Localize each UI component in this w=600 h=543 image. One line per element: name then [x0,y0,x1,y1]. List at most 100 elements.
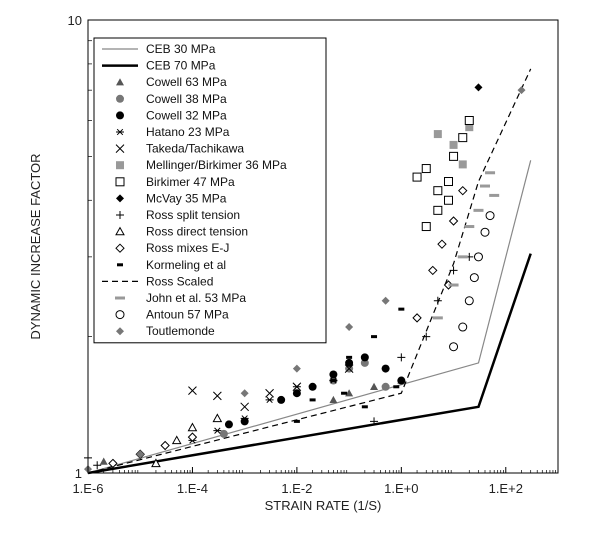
data-point-ross-direct-tension [212,413,223,423]
data-point-birkimer-47-mpa [464,115,474,125]
legend-box [93,37,327,344]
data-point-cowell-38-mpa [381,382,390,391]
data-point-mcvay-35-mpa [474,83,483,92]
legend-swatch-ross-split-tension [116,211,124,219]
data-point-cowell-63-mpa [329,395,338,404]
points-layer [84,83,526,474]
legend-label-antoun-57-mpa: Antoun 57 MPa [146,308,229,322]
data-point-ross-direct-tension [171,435,182,445]
legend-swatch-takeda-tachikawa [115,144,125,153]
data-point-cowell-32-mpa [360,353,369,362]
series-antoun-57-mpa [449,211,495,352]
data-point-toutlemonde [381,296,390,305]
series-john-et-al-53-mpa [432,171,500,320]
legend-swatch-kormeling-et-al [117,263,123,267]
data-point-ross-mixes-e-j [108,458,118,469]
data-point-cowell-63-mpa [370,382,379,390]
legend-label-cowell-63-mpa: Cowell 63 MPa [146,75,227,89]
series-cowell-63-mpa [99,376,406,465]
data-point-birkimer-47-mpa [449,151,459,161]
series-line-ceb-30-mpa [87,160,532,474]
data-point-ross-mixes-e-j [437,239,447,249]
x-tick-label: 1.E+0 [384,481,418,496]
data-point-cowell-63-mpa [99,457,108,465]
plot-frame [87,19,559,474]
legend-swatch-john-et-al-53-mpa [115,296,125,300]
y-tick-label: 10 [68,13,82,28]
data-point-ross-split-tension [93,461,102,470]
data-point-birkimer-47-mpa [421,222,431,232]
data-point-john-et-al-53-mpa [457,255,468,259]
legend-label-takeda-tachikawa: Takeda/Tachikawa [146,142,244,156]
data-point-kormeling-et-al [341,391,348,395]
legend-swatch-birkimer-47-mpa [115,177,125,187]
data-point-takeda-tachikawa [240,402,250,412]
data-point-john-et-al-53-mpa [464,225,475,229]
series-takeda-tachikawa [188,364,354,412]
series-line-ross-scaled [87,68,532,474]
data-point-toutlemonde [136,450,145,459]
data-point-antoun-57-mpa [480,227,490,237]
x-tick-label: 1.E+2 [489,481,523,496]
data-point-takeda-tachikawa [292,382,302,392]
x-axis-title: STRAIN RATE (1/S) [265,498,382,513]
data-point-cowell-32-mpa [345,358,354,367]
legend-swatch-mellinger-birkimer-36-mpa [116,161,124,170]
data-point-birkimer-47-mpa [412,172,422,182]
data-point-takeda-tachikawa [213,391,222,401]
data-point-kormeling-et-al [330,379,337,383]
data-point-kormeling-et-al [293,419,300,423]
legend-swatch-toutlemonde [116,327,124,336]
data-point-kormeling-et-al [346,355,353,359]
series-mellinger-birkimer-36-mpa [433,123,474,169]
series-kormeling-et-al [293,307,405,423]
data-point-mellinger-birkimer-36-mpa [449,140,458,149]
data-point-toutlemonde [517,86,526,95]
data-point-john-et-al-53-mpa [473,208,484,212]
data-point-birkimer-47-mpa [433,186,443,196]
data-point-kormeling-et-al [398,307,405,311]
series-line-ceb-70-mpa [87,253,532,475]
data-point-ross-split-tension [422,332,431,341]
data-point-kormeling-et-al [382,367,389,371]
data-point-ross-split-tension [433,296,442,305]
data-point-kormeling-et-al [393,385,400,389]
legend-label-cowell-38-mpa: Cowell 38 MPa [146,92,227,106]
legend-label-ross-split-tension: Ross split tension [146,208,240,222]
data-point-antoun-57-mpa [449,342,459,352]
data-point-cowell-32-mpa [329,370,338,379]
data-point-ross-split-tension [449,266,458,275]
series-toutlemonde [84,86,526,474]
data-point-antoun-57-mpa [464,296,474,306]
data-point-ross-direct-tension [151,458,161,468]
legend-label-cowell-32-mpa: Cowell 32 MPa [146,108,227,122]
legend-swatch-cowell-38-mpa [116,94,124,103]
data-point-birkimer-47-mpa [458,133,468,143]
legend-swatch-antoun-57-mpa [115,310,125,320]
legend: CEB 30 MPa CEB 70 MPa Cowell 63 MPa Cowell … [93,37,327,344]
data-point-kormeling-et-al [309,398,316,402]
legend-label-ross-scaled: Ross Scaled [146,274,213,288]
data-point-cowell-32-mpa [397,376,406,385]
data-point-john-et-al-53-mpa [448,283,459,287]
legend-label-ceb-70-mpa: CEB 70 MPa [146,59,216,73]
data-point-kormeling-et-al [371,335,378,339]
data-point-takeda-tachikawa [265,388,274,398]
data-point-cowell-38-mpa [219,429,228,438]
data-point-toutlemonde [240,389,249,398]
legend-swatch-cowell-32-mpa [116,111,124,120]
data-point-ross-mixes-e-j [448,216,459,226]
legend-swatch-ross-mixes-e-j [115,243,125,253]
y-tick-label: 1 [75,466,82,481]
data-point-hatano-23-mpa [265,396,274,404]
data-point-john-et-al-53-mpa [479,184,490,188]
y-axis-title: DYNAMIC INCREASE FACTOR [28,153,43,339]
legend-swatch-hatano-23-mpa [116,128,124,136]
data-point-toutlemonde [292,364,301,373]
data-point-kormeling-et-al [361,405,368,409]
data-point-john-et-al-53-mpa [489,193,500,197]
data-point-cowell-32-mpa [277,395,286,404]
legend-label-mcvay-35-mpa: McVay 35 MPa [146,191,227,205]
data-point-mellinger-birkimer-36-mpa [465,123,474,132]
data-point-birkimer-47-mpa [433,205,443,215]
